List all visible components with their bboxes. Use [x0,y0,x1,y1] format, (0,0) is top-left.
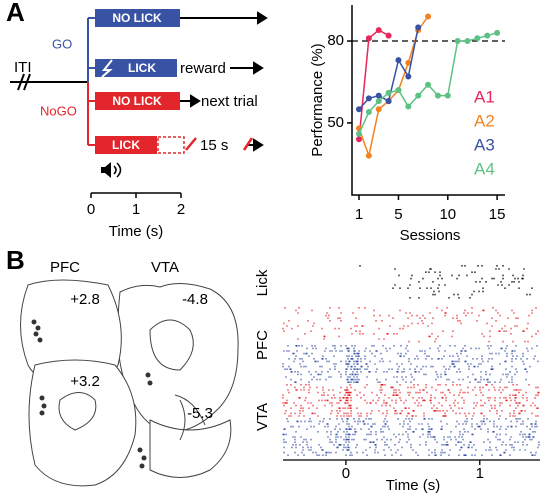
nogo-lick-box [95,136,157,154]
data-point [405,103,412,110]
data-point [356,106,363,113]
data-point [375,27,382,34]
data-point [385,98,392,105]
data-point [415,92,422,99]
data-point [365,95,372,102]
brain-sections [20,279,239,487]
data-point [405,73,412,80]
go-lick-box [95,59,177,77]
nogo-label: NoGO [40,103,77,118]
nogo-nolick-box [95,92,180,110]
data-point [375,92,382,99]
trial-outcome: next trial [201,93,258,110]
go-label: GO [52,36,72,51]
raster-spikes [282,418,540,456]
iti-label: ITI [14,59,32,76]
trial-outcome: reward [180,60,226,77]
data-point [434,92,441,99]
data-point [415,24,422,31]
data-point [395,87,402,94]
x-tick-label: 1 [355,206,363,223]
raster-row-label: PFC [254,330,271,360]
timeout-box [157,136,185,154]
section-label: +3.2 [70,373,100,390]
tick-label: 0 [342,465,350,482]
tick-label: 1 [476,465,484,482]
panel-label: B [6,245,25,275]
series-line [358,29,389,140]
data-point [425,13,432,20]
data-point [365,152,372,159]
data-point [365,35,372,42]
legend-entry: A4 [474,159,495,178]
data-point [444,92,451,99]
legend-entry: A3 [474,135,495,154]
raster-row-label: VTA [254,403,271,431]
section-label: -4.8 [182,291,208,308]
raster-spikes [282,307,539,343]
x-tick-label: 15 [489,206,506,223]
data-point [385,89,392,96]
go-nolick-box [95,9,180,27]
legend-entry: A1 [474,87,495,106]
raster-spikes [282,384,540,417]
electrode-marks [31,319,153,469]
data-point [474,35,481,42]
data-point [385,32,392,39]
data-point [454,38,461,45]
axis-label: Time (s) [109,223,163,240]
data-point [484,32,491,39]
data-point [356,136,363,143]
timeout-slash [185,137,197,151]
panel-label: A [6,0,25,27]
trial-outcome: 15 s [200,137,228,154]
tick-label: 1 [132,201,140,218]
data-point [375,98,382,105]
region-label: PFC [50,259,80,276]
trial-action: LICK [112,138,140,152]
x-tick-label: 5 [394,206,402,223]
data-point [356,130,363,137]
trial-action: NO LICK [112,11,162,25]
data-point [365,109,372,116]
lick-raster [359,265,533,299]
legend-entry: A2 [474,111,495,130]
y-tick-label: 80 [327,32,344,49]
data-point [425,81,432,88]
section-label: -5.3 [187,405,213,422]
y-axis-label: Performance (%) [309,43,326,156]
data-point [395,57,402,64]
raster-spikes [282,345,539,383]
data-point [375,106,382,113]
task-lines [10,11,268,152]
data-point [464,38,471,45]
y-tick-label: 50 [327,114,344,131]
x-axis-label: Sessions [400,227,461,244]
data-point [494,29,501,36]
trial-action: LICK [128,61,156,75]
x-tick-label: 10 [439,206,456,223]
timeout-slash [242,137,254,151]
data-point [405,59,412,66]
section-label: +2.8 [70,291,100,308]
reward-icon [101,59,113,78]
axis-label: Time (s) [386,477,440,494]
trial-action: NO LICK [112,94,162,108]
speaker-icon [101,162,122,178]
raster-row-label: Lick [254,269,271,296]
tick-label: 0 [87,201,95,218]
axes [351,5,505,196]
tick-label: 2 [177,201,185,218]
region-label: VTA [151,259,179,276]
